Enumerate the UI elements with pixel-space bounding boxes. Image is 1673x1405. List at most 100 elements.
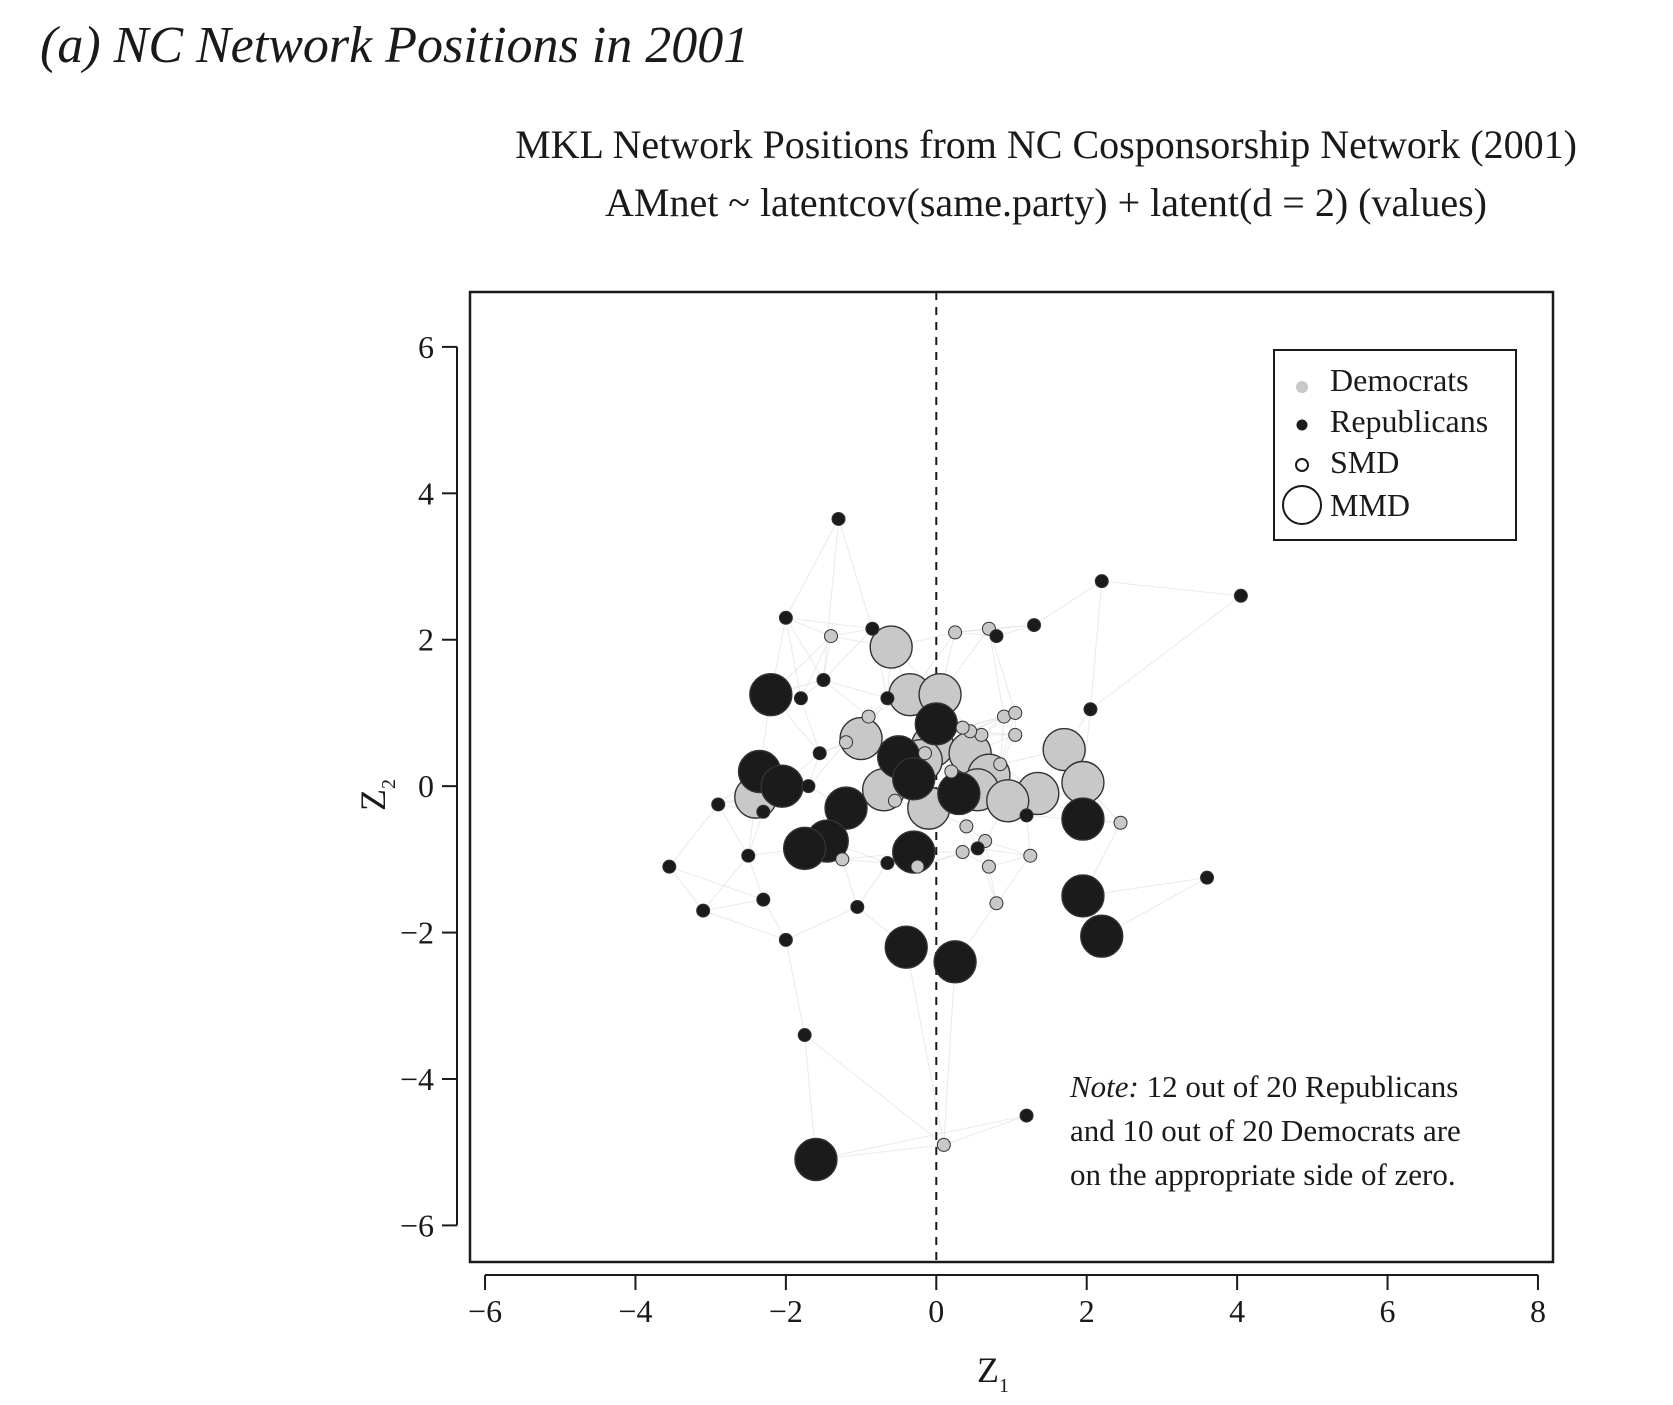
network-edge: [668, 866, 704, 911]
democrat-smd-point: [1113, 815, 1128, 830]
republican-smd-point: [1233, 588, 1248, 603]
republican-mmd-point: [1061, 797, 1105, 841]
democrat-smd-point: [835, 852, 850, 867]
network-edge: [856, 862, 888, 908]
democrat-smd-point: [910, 859, 925, 874]
legend: Democrats Republicans SMD MMD: [1273, 349, 1517, 541]
republican-smd-point: [816, 673, 831, 687]
network-edge: [702, 910, 787, 941]
network-edge: [943, 961, 956, 1145]
republican-smd-point: [1019, 808, 1034, 823]
democrat-smd-point: [993, 757, 1008, 772]
network-edge: [702, 855, 749, 911]
democrat-smd-point: [959, 819, 974, 834]
republican-smd-point: [1083, 702, 1098, 717]
network-edge: [841, 859, 858, 908]
network-edge: [785, 617, 873, 630]
network-edge: [808, 741, 847, 787]
democrat-mmd-point: [1061, 760, 1105, 805]
network-edge: [669, 866, 764, 901]
democrat-smd-point: [839, 735, 854, 750]
republican-mmd-point: [760, 764, 804, 808]
network-edge: [800, 698, 821, 754]
republican-smd-point: [1200, 870, 1215, 885]
democrat-smd-point: [936, 1137, 951, 1152]
republican-smd-point: [696, 903, 711, 918]
network-edge: [785, 518, 839, 619]
y-axis-label: Z2: [353, 779, 400, 811]
republican-smd-point: [793, 691, 808, 706]
democrat-mmd-point: [1042, 727, 1086, 772]
republican-mmd-point: [892, 830, 936, 874]
network-edge: [988, 624, 1035, 630]
republican-smd-point: [865, 621, 880, 636]
republican-mmd-point: [1080, 914, 1124, 958]
y-tick-label: 2: [418, 622, 434, 658]
network-edge: [785, 906, 858, 941]
network-edge: [996, 855, 1031, 904]
republican-mmd-point: [884, 925, 928, 969]
republican-smd-point: [831, 511, 846, 526]
x-tick-label: −4: [618, 1293, 652, 1329]
legend-label-democrats: Democrats: [1330, 362, 1469, 398]
democrat-mmd-point: [986, 779, 1030, 823]
network-edge: [785, 617, 802, 699]
republican-smd-point: [880, 856, 895, 871]
network-edge: [747, 855, 764, 900]
chart-subtitle: AMnet ~ latentcov(same.party) + latent(d…: [605, 180, 1487, 225]
note-line-2: and 10 out of 20 Democrats are: [1070, 1113, 1461, 1148]
network-edge: [830, 628, 873, 637]
network-edge: [977, 848, 997, 904]
republican-smd-point: [662, 859, 677, 874]
republican-smd-point: [1094, 574, 1109, 589]
republican-smd-point: [1027, 618, 1042, 633]
network-edge: [1033, 580, 1103, 626]
y-tick-label: −6: [400, 1207, 434, 1243]
democrat-smd-point: [824, 629, 838, 644]
y-tick-label: 6: [418, 329, 434, 365]
network-edge: [988, 628, 1016, 714]
network-edge: [785, 617, 832, 637]
note-line-3: on the appropriate side of zero.: [1070, 1157, 1456, 1192]
panel-label: (a) NC Network Positions in 2001: [40, 17, 749, 74]
democrat-smd-point: [1023, 848, 1038, 863]
democrat-smd-point: [944, 764, 959, 779]
republican-mmd-point: [933, 940, 977, 984]
y-axis: −6 −4 −2 0 2 4 6: [400, 329, 458, 1243]
republican-smd-point: [711, 797, 726, 812]
democrat-smd-point: [981, 859, 996, 874]
chart-title: MKL Network Positions from NC Cosponsors…: [515, 122, 1577, 167]
republican-smd-point: [797, 1028, 812, 1043]
democrat-smd-point: [955, 845, 970, 860]
legend-label-mmd: MMD: [1330, 487, 1410, 523]
democrat-smd-point: [1008, 705, 1023, 720]
network-edge: [838, 518, 873, 629]
network-edge: [988, 628, 1005, 717]
democrat-smd-point: [948, 625, 963, 640]
x-axis: −6 −4 −2 0 2 4 6 8: [468, 1274, 1546, 1329]
x-tick-label: 8: [1530, 1293, 1546, 1329]
network-edge: [999, 712, 1016, 765]
y-tick-label: 0: [418, 768, 434, 804]
legend-label-smd: SMD: [1330, 444, 1399, 480]
democrat-mmd-point: [869, 625, 913, 669]
democrat-smd-point: [955, 720, 970, 735]
republican-mmd-point: [1061, 874, 1105, 918]
network-edge: [668, 804, 719, 867]
note: Note: 12 out of 20 Republicans and 10 ou…: [1069, 1069, 1461, 1192]
republican-smd-point: [756, 892, 771, 907]
network-edge: [823, 679, 888, 699]
democrat-smd-point: [1008, 727, 1023, 742]
network-edge: [1090, 595, 1242, 710]
x-tick-label: −2: [769, 1293, 803, 1329]
legend-marker-republicans: [1296, 419, 1308, 431]
republican-mmd-point: [824, 786, 868, 830]
republican-mmd-point: [782, 826, 827, 871]
network-edge: [785, 939, 806, 1036]
republican-smd-point: [801, 779, 816, 794]
network-edge: [905, 947, 945, 1145]
republican-mmd-point: [749, 672, 793, 717]
legend-box: [1273, 349, 1517, 541]
network-edge: [985, 840, 1031, 857]
